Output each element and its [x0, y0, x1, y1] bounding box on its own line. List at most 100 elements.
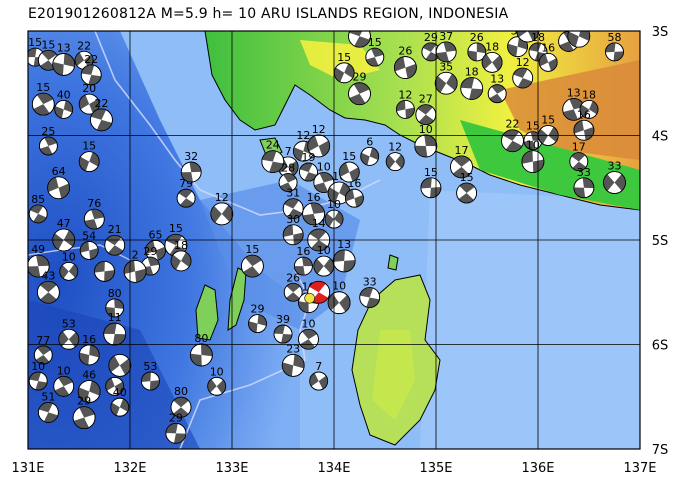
focal-mechanism	[344, 188, 364, 208]
focal-mechanism	[332, 249, 356, 273]
event-depth-label: 54	[82, 229, 96, 242]
focal-mechanism	[110, 397, 130, 417]
aru-interior	[372, 330, 415, 420]
focal-mechanism	[420, 177, 442, 199]
event-depth-label: 21	[108, 223, 122, 236]
longitude-label: 137E	[623, 461, 656, 476]
event-depth-label: 22	[77, 39, 91, 52]
focal-mechanism	[176, 188, 196, 208]
focal-mechanism	[281, 353, 305, 377]
latitude-label: 3S	[652, 25, 669, 40]
event-depth-label: 37	[439, 30, 453, 43]
focal-mechanism	[393, 56, 417, 79]
focal-mechanism	[421, 42, 441, 62]
event-depth-label: 33	[363, 275, 377, 288]
event-depth-label: 12	[398, 88, 412, 101]
focal-mechanism	[579, 99, 599, 119]
graticule	[28, 31, 640, 449]
focal-mechanism	[365, 47, 385, 67]
event-depth-label: 7	[285, 145, 292, 158]
latitude-label: 7S	[652, 443, 669, 458]
event-depth-label: 26	[286, 271, 300, 284]
event-depth-label: 22	[94, 97, 108, 110]
focal-mechanism	[283, 282, 303, 302]
event-depth-label: 10	[419, 123, 433, 136]
focal-mechanism	[80, 64, 102, 86]
focal-mechanism	[278, 173, 298, 192]
event-depth-label: 15	[337, 51, 351, 64]
focal-mechanism	[261, 150, 285, 174]
event-depth-label: 26	[470, 31, 484, 44]
event-depth-label: 51	[41, 390, 55, 403]
event-depth-label: 76	[87, 197, 101, 210]
focal-mechanism	[83, 208, 105, 230]
event-depth-label: 65	[149, 228, 163, 241]
event-depth-label: 10	[526, 139, 540, 152]
focal-mechanism	[360, 146, 380, 166]
focal-mechanism	[605, 42, 624, 62]
event-depth-label: 32	[184, 150, 198, 163]
event-depth-label: 13	[337, 238, 351, 251]
event-depth-label: 29	[77, 395, 91, 408]
longitude-labels: 131E 132E 133E 134E 135E 136E 137E	[11, 461, 656, 476]
event-depth-label: 22	[506, 118, 520, 131]
focal-mechanism	[123, 259, 147, 283]
focal-mechanism	[307, 134, 331, 158]
event-depth-label: 29	[251, 303, 265, 316]
focal-mechanism	[170, 396, 192, 418]
focal-mechanism	[512, 67, 534, 89]
focal-mechanism	[282, 224, 304, 246]
longitude-label: 134E	[317, 461, 350, 476]
event-depth-label: 12	[516, 56, 530, 69]
focal-mechanism	[299, 162, 318, 182]
event-depth-label: 85	[31, 193, 45, 206]
highland-yellow	[300, 40, 380, 80]
event-depth-label: 10	[210, 365, 224, 378]
focal-mechanism	[324, 209, 344, 229]
event-depth-label: 53	[143, 360, 157, 373]
focal-mechanism	[105, 376, 125, 396]
focal-mechanism	[28, 371, 48, 391]
focal-mechanism	[395, 99, 415, 119]
focal-mechanism	[456, 182, 478, 204]
event-depth-label: 13	[57, 41, 71, 54]
event-depth-label: 10	[332, 280, 346, 293]
event-depth-label: 13	[521, 8, 535, 21]
event-depth-label: 80	[108, 287, 122, 300]
event-depth-label: 15	[169, 222, 183, 235]
event-depth-label: 16	[82, 333, 96, 346]
focal-mechanism	[282, 198, 304, 220]
event-depth-label: 12	[215, 191, 229, 204]
epicenter-marker	[304, 292, 316, 304]
focal-mechanism	[165, 422, 187, 444]
focal-mechanism	[104, 234, 126, 256]
focal-mechanism	[507, 36, 528, 58]
focal-mechanism	[521, 150, 545, 174]
event-depth-label: 10	[317, 244, 331, 257]
main-event-focal-mechanism	[307, 280, 331, 304]
event-depth-label: 10	[302, 317, 316, 330]
event-depth-label: 18	[465, 65, 479, 78]
event-depth-label: 12	[312, 123, 326, 136]
focal-mechanism	[77, 380, 101, 403]
kai-besar-island	[195, 284, 219, 341]
focal-mechanism	[72, 406, 96, 430]
event-depth-label: 15	[424, 166, 438, 179]
event-depth-label: 15	[245, 243, 259, 256]
event-depth-label: 29	[169, 411, 183, 424]
event-depth-label: 22	[84, 53, 98, 66]
focal-mechanism	[248, 314, 267, 334]
event-depth-label: 43	[41, 269, 55, 282]
event-depth-label: 58	[608, 31, 622, 44]
focal-mechanism	[78, 151, 100, 173]
focal-mechanism	[573, 119, 595, 141]
focal-mechanism	[313, 255, 335, 277]
event-depth-label: 15	[541, 114, 555, 127]
event-depth-label: 10	[31, 360, 45, 373]
focal-mechanism	[170, 250, 192, 272]
focal-mechanism	[450, 155, 473, 179]
event-depth-label: 77	[36, 334, 50, 347]
focal-mechanism	[145, 240, 166, 261]
focal-mechanism	[359, 287, 381, 308]
